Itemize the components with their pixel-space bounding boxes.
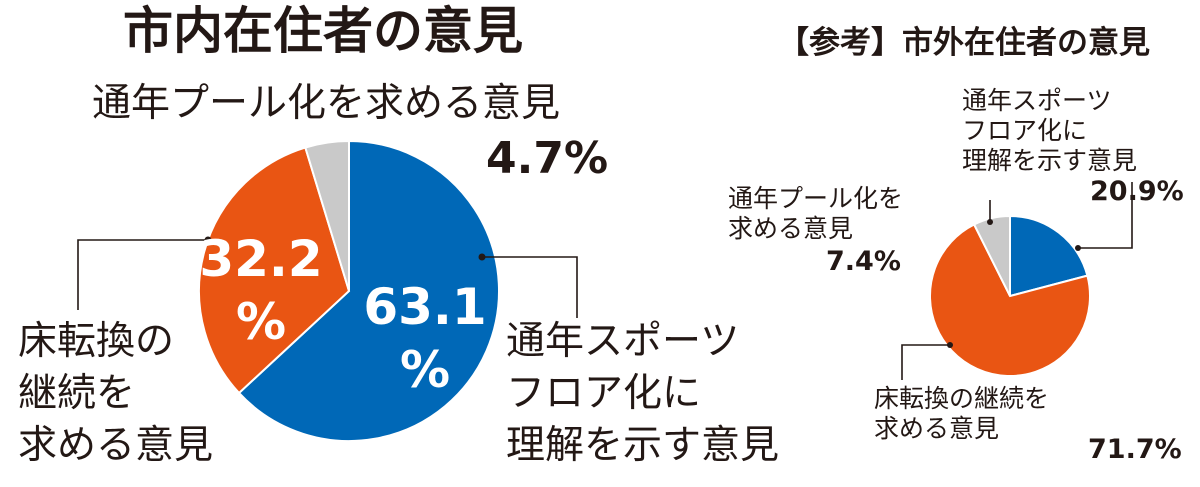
sports-floor-unit-resident: % bbox=[399, 340, 451, 399]
floor-continue-value-resident: 32.2 % bbox=[196, 228, 326, 353]
floor-continue-number-resident: 32.2 bbox=[199, 230, 323, 288]
sports-floor-line-3-resident: 理解を示す意見 bbox=[506, 422, 780, 468]
pie-slice-floor-continue-resident bbox=[198, 146, 351, 395]
leader-dot-floor-continue-nonresident bbox=[947, 342, 953, 348]
floor-continue-unit-resident: % bbox=[235, 292, 287, 351]
leader-dot-sports-floor-nonresident bbox=[1075, 245, 1081, 251]
pool-label-resident: 通年プール化を求める意見 bbox=[92, 81, 561, 126]
pie-slice-pool-resident bbox=[304, 139, 350, 292]
leader-dot-floor-continue-resident bbox=[204, 236, 212, 244]
floor-continue-line-1-resident: 床転換の bbox=[18, 319, 175, 364]
sports-floor-percent-nonresident: 20.9% bbox=[1090, 176, 1184, 207]
sports-floor-line-1-nonresident: 通年スポーツ bbox=[962, 86, 1112, 115]
floor-continue-line-2-resident: 継続を bbox=[18, 370, 136, 416]
sports-floor-line-1-resident: 通年スポーツ bbox=[506, 319, 740, 364]
pie-slice-sports-floor-resident bbox=[237, 139, 500, 442]
pool-label-nonresident: 通年プール化を 求める意見 bbox=[728, 184, 903, 244]
floor-continue-line-3-resident: 求める意見 bbox=[18, 422, 214, 468]
pool-line-1-nonresident: 通年プール化を bbox=[728, 184, 904, 213]
floor-continue-label-resident: 床転換の 継続を 求める意見 bbox=[18, 316, 213, 472]
pool-percent-nonresident: 7.4% bbox=[826, 246, 901, 277]
sports-floor-label-nonresident: 通年スポーツ フロア化に 理解を示す意見 bbox=[962, 86, 1137, 176]
chart-title-resident: 市内在住者の意見 bbox=[123, 2, 523, 60]
leader-line-floor-continue-nonresident bbox=[901, 344, 950, 380]
pie-slice-sports-floor-nonresident bbox=[1009, 214, 1089, 298]
pool-percent-resident: 4.7% bbox=[486, 133, 609, 184]
pie-chart-resident bbox=[198, 139, 500, 442]
sports-floor-value-resident: 63.1 % bbox=[355, 276, 495, 401]
pie-slice-floor-continue-nonresident bbox=[929, 223, 1091, 377]
floor-continue-line-1-nonresident: 床転換の継続を bbox=[874, 384, 1050, 413]
leader-dot-pool-nonresident bbox=[987, 219, 993, 225]
pie-chart-nonresident bbox=[929, 214, 1091, 377]
chart-title-nonresident: 【参考】市外在住者の意見 bbox=[778, 25, 1150, 61]
sports-floor-line-3-nonresident: 理解を示す意見 bbox=[962, 146, 1138, 175]
floor-continue-percent-nonresident: 71.7% bbox=[1088, 434, 1182, 465]
leader-line-sports-floor-resident bbox=[482, 256, 578, 318]
leader-dot-sports-floor-resident bbox=[478, 253, 486, 261]
floor-continue-line-2-nonresident: 求める意見 bbox=[874, 414, 1000, 443]
pool-line-2-nonresident: 求める意見 bbox=[728, 214, 854, 243]
leader-line-sports-floor-nonresident bbox=[1078, 182, 1133, 249]
sports-floor-line-2-resident: フロア化に bbox=[506, 370, 702, 416]
sports-floor-number-resident: 63.1 bbox=[363, 278, 487, 336]
leader-line-floor-continue-resident bbox=[77, 239, 208, 310]
sports-floor-label-resident: 通年スポーツ フロア化に 理解を示す意見 bbox=[506, 316, 779, 472]
floor-continue-label-nonresident: 床転換の継続を 求める意見 bbox=[874, 384, 1049, 444]
pie-slice-pool-nonresident bbox=[972, 214, 1011, 297]
leader-lines bbox=[77, 182, 1133, 380]
sports-floor-line-2-nonresident: フロア化に bbox=[962, 116, 1088, 145]
